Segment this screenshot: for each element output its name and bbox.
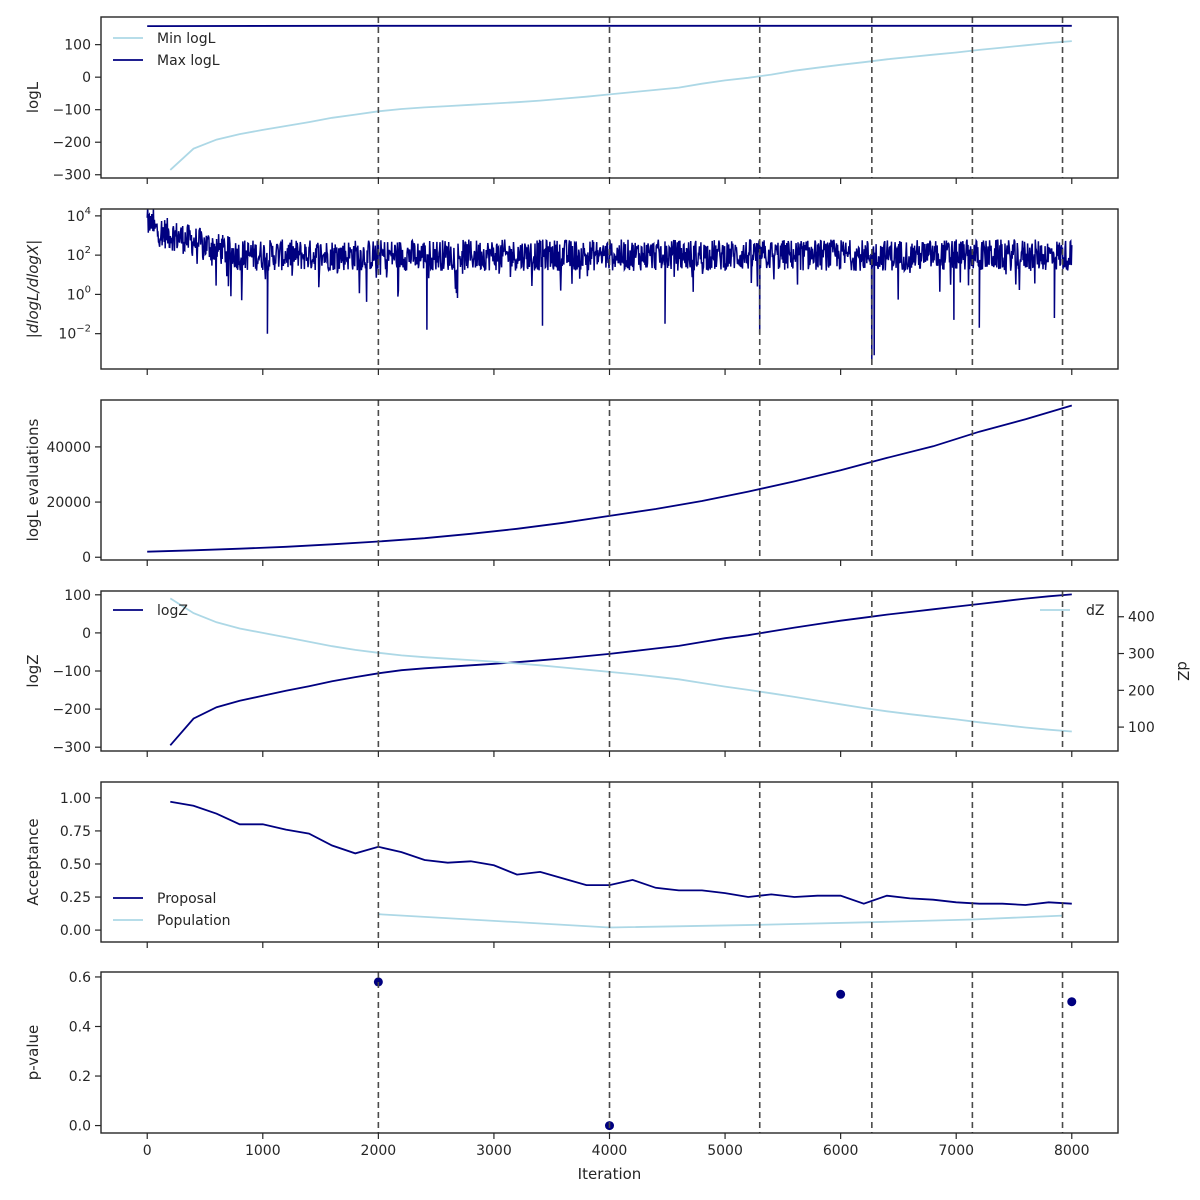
pvalue-point	[1067, 997, 1077, 1007]
plot-area	[373, 977, 1077, 1131]
legend-label: logZ	[157, 603, 188, 619]
y-tick-label: 100	[64, 588, 91, 604]
y-tick-label: 20000	[46, 495, 91, 511]
panel-logl: −300 −200 −100 0 100 logL Min logL Max logL	[24, 16, 1119, 184]
y-tick-label: −300	[53, 740, 91, 756]
y-tick-label: 10−2	[58, 324, 91, 343]
series-line-gradient	[146, 209, 1073, 360]
y-tick-label: 0.75	[60, 824, 91, 840]
legend-label: Max logL	[157, 53, 220, 69]
y-tick-label-right: 400	[1128, 610, 1155, 626]
y-tick-label: −300	[53, 168, 91, 184]
y-tick-base: 10	[67, 209, 85, 225]
y-tick-label: 102	[67, 245, 91, 264]
y-tick-exponent: 2	[85, 245, 91, 256]
series-line-evals	[147, 404, 1073, 553]
series-line-proposal	[170, 800, 1072, 906]
y-tick-label-right: 200	[1128, 683, 1155, 699]
y-tick-exponent: 0	[85, 284, 91, 295]
series-line-population	[378, 913, 1063, 929]
y-axis-label: logL	[24, 81, 42, 113]
y-tick-label: 100	[64, 38, 91, 54]
x-tick-label: 7000	[938, 1143, 974, 1159]
y-tick-label: 40000	[46, 440, 91, 456]
series-line-logz	[169, 593, 1072, 746]
panel-logz: −300 −200 −100 0 100 100 200 300 400 dZ logZ logZ dZ	[24, 588, 1192, 757]
y-tick-base: 10	[67, 287, 85, 303]
y-tick-label: 104	[67, 206, 91, 225]
y-tick-label: 0.00	[60, 923, 91, 939]
x-tick-label: 4000	[592, 1143, 628, 1159]
y-tick-label-right: 100	[1128, 720, 1155, 736]
plot-area	[146, 209, 1073, 360]
y-tick-label: 0.4	[69, 1019, 91, 1035]
panel-acceptance: 0.00 0.25 0.50 0.75 1.00 Acceptance Proposal Po…	[24, 781, 1119, 948]
panel-pvalue: 0 1000 2000 3000 4000 5000 6000 7000 8000 0.0 0.2 0…	[24, 970, 1119, 1159]
x-tick-label: 6000	[823, 1143, 859, 1159]
legend-label: Proposal	[157, 891, 216, 907]
y-axis-label: logL evaluations	[24, 418, 42, 541]
series-line-dz	[169, 597, 1072, 733]
x-axis-label: Iteration	[578, 1165, 642, 1183]
y-tick-label: 0	[82, 70, 91, 86]
pvalue-point	[373, 977, 383, 987]
y-axis-label: Acceptance	[24, 818, 42, 905]
y-axis-label: |dlogL/dlogX|	[24, 240, 42, 339]
plot-area	[147, 404, 1073, 553]
y-tick-exponent: 4	[85, 206, 91, 217]
y-tick-label: 0.25	[60, 890, 91, 906]
y-tick-label: 0.50	[60, 857, 91, 873]
y-tick-base: 10	[58, 327, 76, 343]
y-tick-label: 0.6	[69, 970, 91, 986]
y-tick-label: 1.00	[60, 791, 91, 807]
y-axis-label-right: dZ	[1174, 661, 1192, 681]
y-tick-label: 0	[82, 626, 91, 642]
legend-label: dZ	[1086, 603, 1104, 619]
y-tick-label: −200	[53, 702, 91, 718]
plot-area	[147, 24, 1072, 171]
y-tick-label: 0.0	[69, 1119, 91, 1135]
y-tick-label: 0	[82, 550, 91, 566]
y-tick-label: −100	[53, 103, 91, 119]
y-tick-label: 0.2	[69, 1069, 91, 1085]
x-tick-label: 3000	[476, 1143, 512, 1159]
y-axis-label: logZ	[24, 654, 42, 687]
y-tick-label: −200	[53, 135, 91, 151]
y-tick-exponent: −2	[76, 324, 91, 335]
y-tick-label-right: 300	[1128, 647, 1155, 663]
y-tick-base: 10	[67, 248, 85, 264]
x-tick-label: 2000	[361, 1143, 397, 1159]
series-line-min-logl	[169, 40, 1072, 171]
plot-area	[169, 593, 1072, 746]
plot-area	[170, 800, 1072, 929]
y-tick-label: 100	[67, 284, 91, 303]
x-tick-label: 8000	[1054, 1143, 1090, 1159]
x-tick-label: 5000	[707, 1143, 743, 1159]
pvalue-point	[836, 989, 846, 999]
legend-label: Population	[157, 913, 231, 929]
x-tick-label: 1000	[245, 1143, 281, 1159]
x-tick-label: 0	[143, 1143, 152, 1159]
y-tick-label: −100	[53, 664, 91, 680]
y-axis-label: p-value	[24, 1025, 42, 1081]
legend-label: Min logL	[157, 31, 216, 47]
